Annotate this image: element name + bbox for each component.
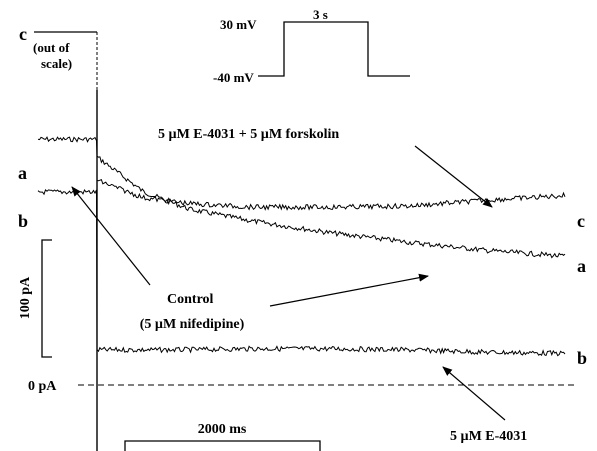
annotations: 5 µM E-4031 + 5 µM forskolin Control (5 … bbox=[71, 127, 527, 444]
current-scale-bar: 100 pA bbox=[18, 239, 52, 358]
trace-c-e4031-forskolin bbox=[96, 178, 566, 211]
protocol-step-label: 30 mV bbox=[220, 17, 257, 32]
time-scale-bar-line bbox=[124, 440, 321, 451]
trace-b-e4031 bbox=[37, 189, 566, 357]
annotation-control: Control (5 µM nifedipine) bbox=[140, 292, 245, 332]
trace-b-end-label: b bbox=[577, 348, 587, 368]
current-scale-bar-line bbox=[41, 239, 52, 358]
arrow-control-to-a bbox=[71, 186, 151, 286]
arrow-forskolin bbox=[414, 145, 493, 208]
arrow-e4031 bbox=[442, 366, 506, 421]
traces bbox=[37, 136, 566, 357]
trace-c-end-label: c bbox=[577, 211, 585, 231]
voltage-protocol: 30 mV -40 mV 3 s bbox=[213, 7, 410, 85]
protocol-holding-label: -40 mV bbox=[213, 70, 254, 85]
time-scale-bar: 2000 ms bbox=[124, 422, 321, 451]
trace-a-control bbox=[37, 136, 566, 259]
trace-a-end-label: a bbox=[577, 256, 586, 276]
annotation-forskolin: 5 µM E-4031 + 5 µM forskolin bbox=[158, 127, 339, 142]
protocol-step-trace bbox=[258, 21, 410, 77]
arrow-control-to-c bbox=[269, 273, 429, 307]
out-of-scale-note: (out of scale) bbox=[33, 40, 73, 71]
out-of-scale-marker: c (out of scale) bbox=[19, 24, 98, 90]
time-scale-bar-label: 2000 ms bbox=[198, 422, 247, 437]
annotation-e4031: 5 µM E-4031 bbox=[450, 429, 527, 444]
protocol-duration-label: 3 s bbox=[313, 7, 328, 22]
trace-b-pre-label: b bbox=[18, 211, 28, 231]
trace-a-pre-label: a bbox=[18, 163, 27, 183]
zero-current-label: 0 pA bbox=[28, 379, 57, 394]
current-scale-bar-label: 100 pA bbox=[18, 276, 33, 319]
trace-c-pre-label: c bbox=[19, 24, 27, 44]
